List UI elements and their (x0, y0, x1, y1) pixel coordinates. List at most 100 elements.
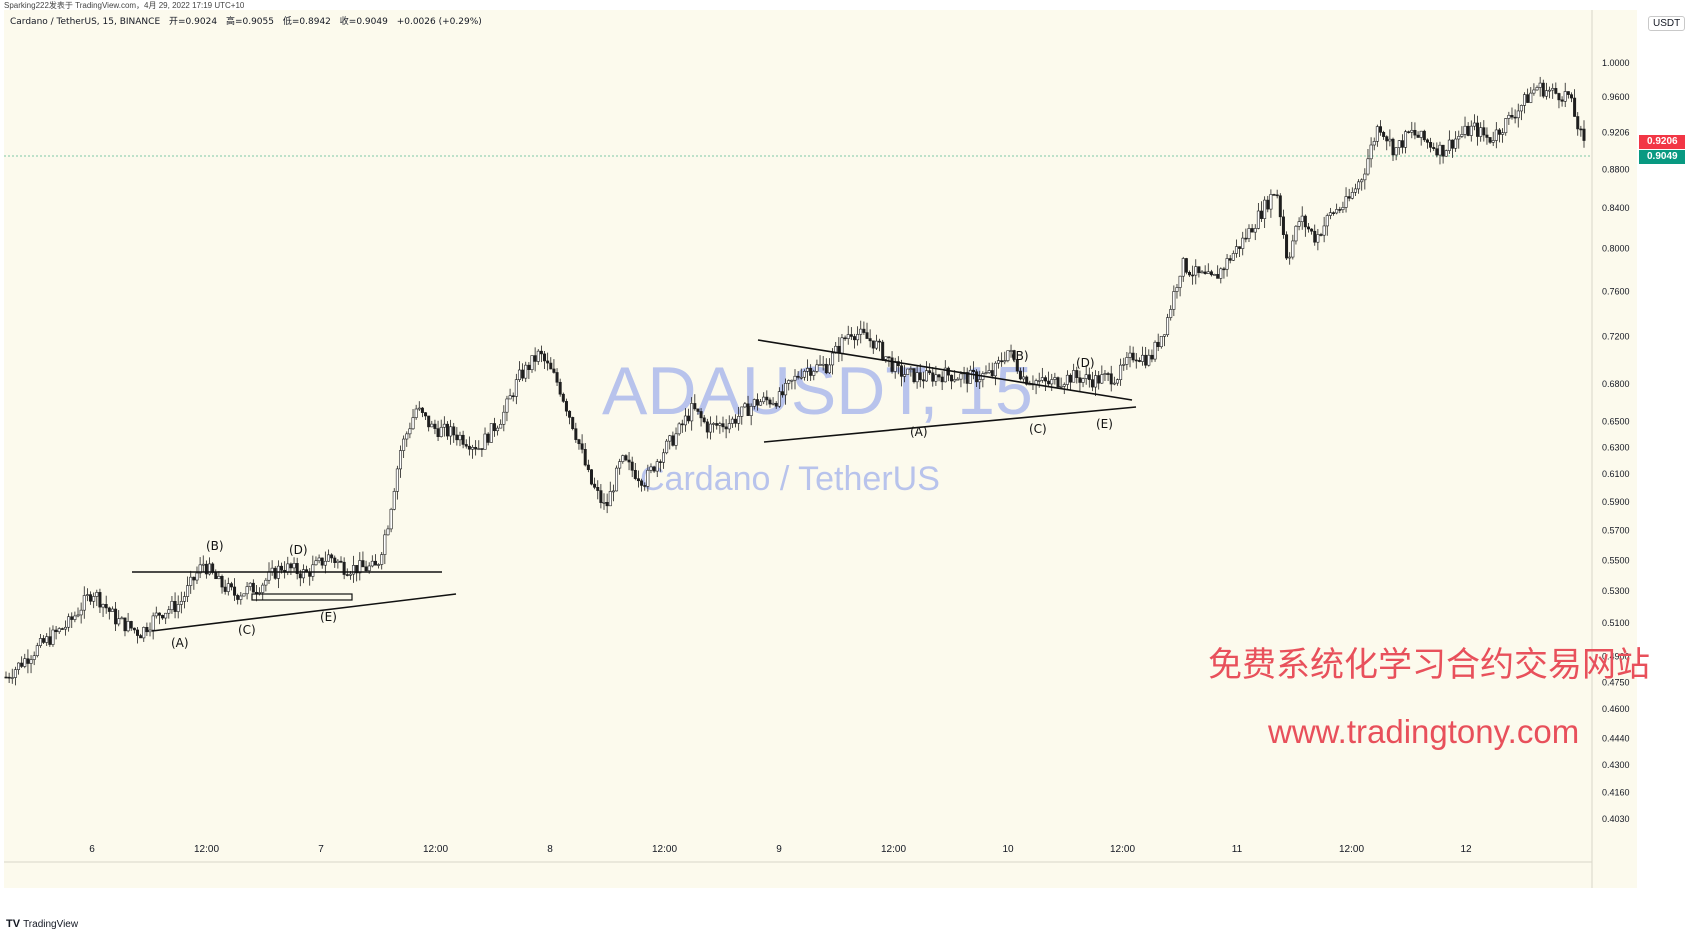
candle-body (1015, 359, 1019, 372)
candle-body (608, 491, 612, 507)
price-tick-label: 0.6300 (1602, 442, 1630, 452)
candle-body (239, 595, 243, 600)
candle-body (358, 560, 362, 574)
candle-body (1404, 131, 1408, 148)
candle-body (708, 423, 712, 433)
candle-body (1385, 136, 1389, 142)
ohlc-change: +0.0026 (+0.29%) (397, 17, 482, 27)
candle-body (1106, 373, 1110, 375)
candle-body (852, 336, 856, 341)
candle-body (508, 395, 512, 400)
candle-body (1006, 350, 1010, 361)
candle-body (408, 428, 412, 435)
candle-body (505, 398, 509, 413)
candle-body (436, 428, 440, 437)
candle-body (997, 360, 1001, 364)
chart-area[interactable]: ADAUSDT, 15 Cardano / TetherUS 1.0000 0.9… (4, 10, 1637, 888)
candle-body (1372, 141, 1376, 146)
candle-body (774, 402, 778, 407)
candle-body (60, 628, 64, 630)
tradingview-logo[interactable]: TV TradingView (6, 918, 78, 930)
candle-body (1416, 134, 1420, 138)
triangle-1-lower-line[interactable] (151, 593, 457, 632)
candle-body (270, 567, 274, 572)
price-tick-label: 0.8800 (1602, 164, 1630, 174)
candle-body (289, 563, 293, 569)
candle-body (1194, 266, 1198, 276)
candle-body (583, 449, 587, 466)
candle-body (1056, 377, 1060, 388)
candles-group (4, 76, 1586, 686)
candle-body (20, 662, 24, 667)
candle-body (871, 340, 875, 349)
candle-body (987, 370, 991, 373)
candle-body (471, 446, 475, 450)
candle-body (1319, 234, 1323, 236)
candle-body (42, 638, 46, 643)
candle-body (489, 423, 493, 443)
candle-body (123, 617, 127, 632)
candle-body (95, 592, 99, 597)
candle-body (233, 586, 237, 596)
candle-body (1128, 352, 1132, 358)
candle-body (690, 403, 694, 422)
candle-body (189, 576, 193, 586)
candle-body (806, 368, 810, 372)
symbol-info[interactable]: Cardano / TetherUS, 15, BINANCE 开=0.9024… (10, 15, 482, 27)
candle-body (1529, 92, 1533, 103)
candle-body (1115, 379, 1119, 384)
triangle-2-lower-line[interactable] (763, 406, 1137, 443)
triangle-1-range-box[interactable] (251, 593, 353, 601)
candle-body (1485, 134, 1489, 138)
candle-body (1375, 126, 1379, 142)
price-tick-label: 0.4600 (1602, 704, 1630, 714)
price-tick-label: 0.7600 (1602, 286, 1630, 296)
candle-body (1125, 357, 1129, 365)
triangle-pattern-1[interactable] (132, 571, 457, 632)
price-tick-label: 0.9206 (1602, 127, 1630, 137)
candle-body (182, 596, 186, 602)
candle-body (474, 446, 478, 450)
candle-body (154, 612, 158, 617)
time-tick-label: 12:00 (1110, 844, 1135, 855)
candle-body (336, 560, 340, 563)
candle-body (132, 627, 136, 631)
candle-body (1272, 194, 1276, 196)
candle-body (1103, 373, 1107, 375)
candle-body (965, 372, 969, 384)
triangle-pattern-2[interactable] (757, 339, 1137, 443)
candle-body (464, 444, 468, 447)
time-axis: 6 12:00 7 12:00 8 12:00 9 12:00 10 12:00 11 12:00 12 (89, 844, 1472, 855)
candle-body (192, 576, 196, 581)
candle-body (514, 379, 518, 397)
candle-body (417, 407, 421, 410)
price-tick-label: 0.4900 (1602, 651, 1630, 661)
candle-body (355, 565, 359, 574)
triangle-2-upper-line[interactable] (757, 339, 1133, 401)
ohlc-close: 收=0.9049 (340, 15, 388, 27)
wave-label-d-1: (D) (289, 543, 308, 557)
candle-body (452, 426, 456, 436)
candle-body (430, 423, 434, 428)
candle-body (615, 467, 619, 492)
candle-body (1576, 116, 1580, 130)
candle-body (1059, 386, 1063, 388)
candle-body (993, 362, 997, 377)
candle-body (267, 571, 271, 581)
candle-body (173, 600, 177, 612)
candle-body (865, 332, 869, 339)
candle-body (449, 426, 453, 437)
candle-body (330, 554, 334, 559)
price-tick-label: 0.5500 (1602, 555, 1630, 565)
candlestick-chart[interactable]: ADAUSDT, 15 Cardano / TetherUS 1.0000 0.9… (4, 10, 1637, 888)
currency-badge[interactable]: USDT (1648, 16, 1685, 31)
candle-body (201, 563, 205, 566)
promo-chinese-text: 免费系统化学习合约交易网站 (1208, 645, 1650, 685)
candle-body (746, 403, 750, 416)
candle-body (1463, 125, 1467, 135)
candle-body (1488, 137, 1492, 143)
candle-body (1451, 139, 1455, 149)
time-tick-label: 10 (1002, 844, 1014, 855)
candle-body (777, 391, 781, 407)
candle-body (721, 423, 725, 428)
